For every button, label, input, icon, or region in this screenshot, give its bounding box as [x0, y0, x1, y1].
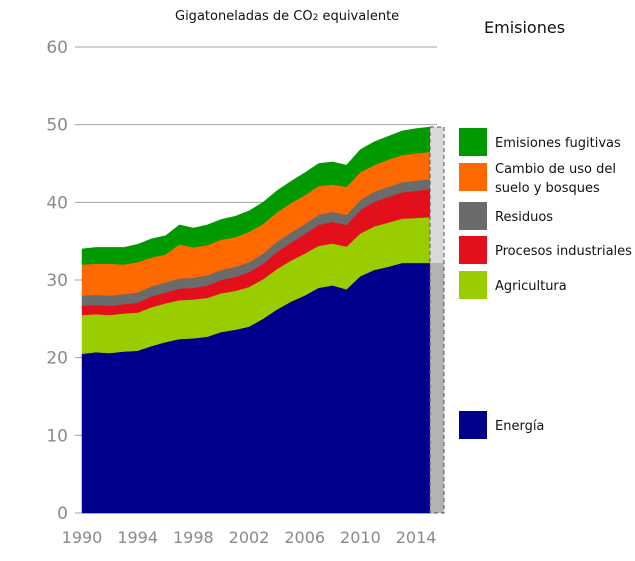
legend-swatch: [459, 128, 487, 156]
y-axis: 0 10 20 30 40 50 60: [46, 38, 68, 524]
x-tick-label: 1998: [173, 528, 214, 547]
y-tick-label: 0: [57, 504, 68, 524]
legend: Emisiones fugitivas Cambio de uso del suel…: [459, 128, 632, 439]
bracket-upper: [430, 126, 444, 263]
legend-item: Procesos industriales: [459, 236, 632, 264]
legend-label: Cambio de uso del: [495, 162, 616, 177]
legend-swatch: [459, 236, 487, 264]
y-tick-label: 20: [46, 349, 68, 369]
legend-label: Residuos: [495, 210, 553, 225]
y-tick-label: 40: [46, 193, 68, 213]
legend-swatch: [459, 163, 487, 191]
chart-title: Gigatoneladas de CO2 equivalente: [175, 9, 399, 24]
bracket-lower: [430, 262, 444, 513]
stacked-areas: [81, 126, 431, 514]
legend-label: suelo y bosques: [495, 181, 600, 196]
y-tick-label: 30: [46, 271, 68, 291]
legend-label: Agricultura: [495, 279, 567, 294]
x-tick-label: 2002: [229, 528, 270, 547]
x-tick-label: 2006: [284, 528, 325, 547]
legend-label: Emisiones fugitivas: [495, 136, 621, 151]
y-tick-label: 60: [46, 38, 68, 58]
y-tick-label: 50: [46, 116, 68, 136]
legend-swatch: [459, 202, 487, 230]
x-tick-label: 2010: [340, 528, 381, 547]
legend-label: Energía: [495, 419, 544, 434]
x-axis: 1990 1994 1998 2002 2006 2010 2014: [62, 528, 437, 547]
bracket-outline: [429, 126, 445, 514]
x-tick-label: 1990: [62, 528, 103, 547]
legend-label: Procesos industriales: [495, 244, 632, 259]
uncertainty-bracket: [429, 126, 445, 514]
legend-item: Emisiones fugitivas: [459, 128, 621, 156]
x-tick-label: 2014: [396, 528, 437, 547]
legend-swatch: [459, 411, 487, 439]
legend-item: Residuos: [459, 202, 553, 230]
x-tick-label: 1994: [117, 528, 158, 547]
legend-item: Agricultura: [459, 271, 567, 299]
legend-title: Emisiones: [484, 18, 565, 37]
y-tick-label: 10: [46, 426, 68, 446]
legend-item: Cambio de uso del suelo y bosques: [459, 162, 616, 196]
legend-swatch: [459, 271, 487, 299]
legend-item: Energía: [459, 411, 544, 439]
